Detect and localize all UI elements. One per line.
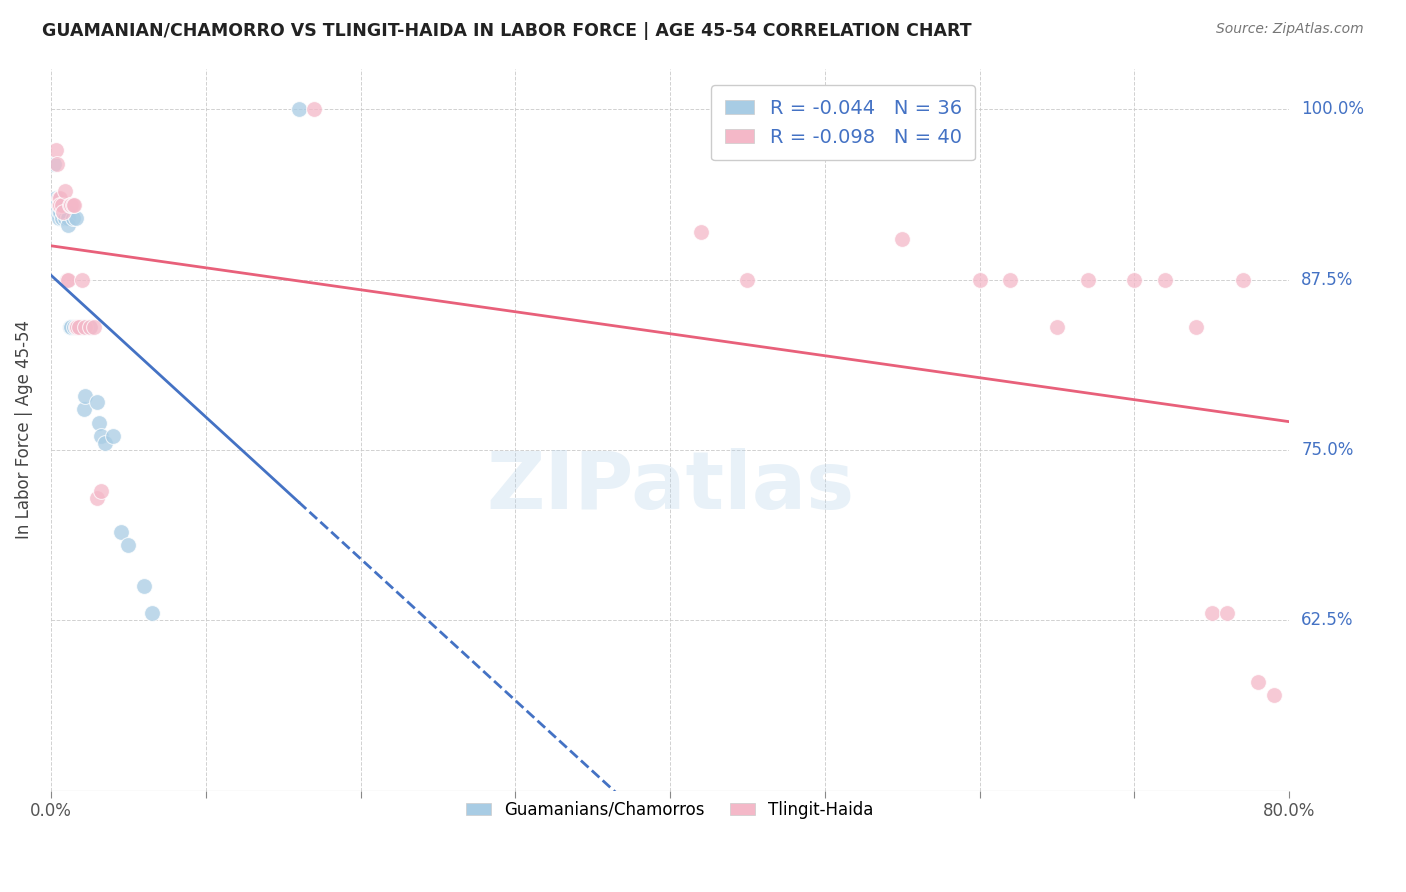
Point [690, 225, 713, 239]
Point [45, 191, 67, 205]
Point [1185, 320, 1208, 334]
Point [87, 416, 110, 430]
Point [56, 218, 79, 232]
Point [55, 273, 77, 287]
Point [51, 211, 73, 226]
Point [891, 232, 914, 246]
Text: 75.0%: 75.0% [1302, 441, 1354, 459]
Point [1232, 273, 1254, 287]
Point [79, 320, 101, 334]
Point [86, 491, 108, 505]
Legend: Guamanians/Chamorros, Tlingit-Haida: Guamanians/Chamorros, Tlingit-Haida [460, 794, 880, 826]
Point [59, 320, 82, 334]
Point [1123, 273, 1146, 287]
Point [1154, 273, 1177, 287]
Point [60, 198, 83, 212]
Point [1201, 607, 1223, 621]
Point [56, 211, 79, 226]
Point [90, 483, 112, 498]
Point [60, 320, 83, 334]
Point [141, 607, 163, 621]
Point [53, 204, 76, 219]
Point [1216, 607, 1239, 621]
Point [46, 157, 69, 171]
Y-axis label: In Labor Force | Age 45-54: In Labor Force | Age 45-54 [15, 320, 32, 539]
Point [52, 204, 75, 219]
Point [55, 204, 77, 219]
Text: 100.0%: 100.0% [1302, 101, 1364, 119]
Point [46, 198, 69, 212]
Point [72, 402, 94, 417]
Point [287, 103, 309, 117]
Point [969, 273, 991, 287]
Point [1247, 674, 1270, 689]
Point [53, 184, 76, 198]
Point [51, 198, 73, 212]
Point [90, 429, 112, 443]
Point [48, 211, 70, 226]
Point [49, 191, 72, 205]
Text: GUAMANIAN/CHAMORRO VS TLINGIT-HAIDA IN LABOR FORCE | AGE 45-54 CORRELATION CHART: GUAMANIAN/CHAMORRO VS TLINGIT-HAIDA IN L… [42, 22, 972, 40]
Point [49, 204, 72, 219]
Point [1000, 273, 1022, 287]
Point [86, 395, 108, 409]
Point [62, 198, 84, 212]
Point [49, 198, 72, 212]
Point [94, 436, 117, 450]
Point [101, 429, 124, 443]
Point [70, 320, 93, 334]
Point [59, 198, 82, 212]
Point [132, 579, 155, 593]
Point [51, 198, 73, 212]
Point [79, 320, 101, 334]
Point [67, 320, 90, 334]
Point [63, 198, 86, 212]
Text: Source: ZipAtlas.com: Source: ZipAtlas.com [1216, 22, 1364, 37]
Point [46, 204, 69, 219]
Point [75, 320, 97, 334]
Point [302, 103, 325, 117]
Point [1077, 273, 1099, 287]
Point [63, 320, 86, 334]
Point [48, 198, 70, 212]
Point [44, 157, 66, 171]
Point [66, 320, 89, 334]
Point [53, 211, 76, 226]
Point [48, 204, 70, 219]
Text: 87.5%: 87.5% [1302, 270, 1354, 289]
Point [1046, 320, 1069, 334]
Point [65, 211, 87, 226]
Point [45, 204, 67, 219]
Point [65, 320, 87, 334]
Point [48, 191, 70, 205]
Point [62, 211, 84, 226]
Point [1263, 688, 1285, 702]
Point [117, 538, 139, 552]
Point [83, 320, 105, 334]
Point [110, 524, 132, 539]
Point [52, 204, 75, 219]
Point [67, 320, 90, 334]
Text: 62.5%: 62.5% [1302, 611, 1354, 629]
Point [45, 143, 67, 157]
Point [737, 273, 759, 287]
Point [70, 273, 93, 287]
Text: ZIPatlas: ZIPatlas [486, 449, 853, 526]
Point [56, 273, 79, 287]
Point [75, 388, 97, 402]
